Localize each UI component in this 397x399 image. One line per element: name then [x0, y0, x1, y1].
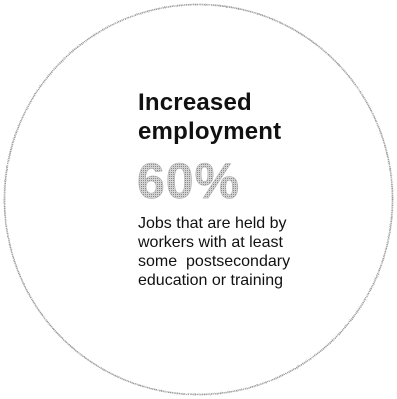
content-block: Increased employment 60% Jobs that are h… — [135, 88, 378, 290]
description-line-4: education or training — [138, 272, 283, 289]
description-line-3: some postsecondary — [138, 253, 291, 270]
stat-percentage: 60% — [135, 152, 378, 206]
description: Jobs that are held by workers with at le… — [138, 214, 378, 290]
stat-value: 60% — [137, 153, 240, 206]
description-line-2: workers with at least — [138, 234, 283, 251]
heading: Increased employment — [138, 88, 378, 146]
stat-graphic: 60% — [137, 153, 240, 206]
heading-line-1: Increased — [138, 89, 252, 116]
heading-line-2: employment — [138, 118, 282, 145]
description-line-1: Jobs that are held by — [138, 215, 287, 232]
